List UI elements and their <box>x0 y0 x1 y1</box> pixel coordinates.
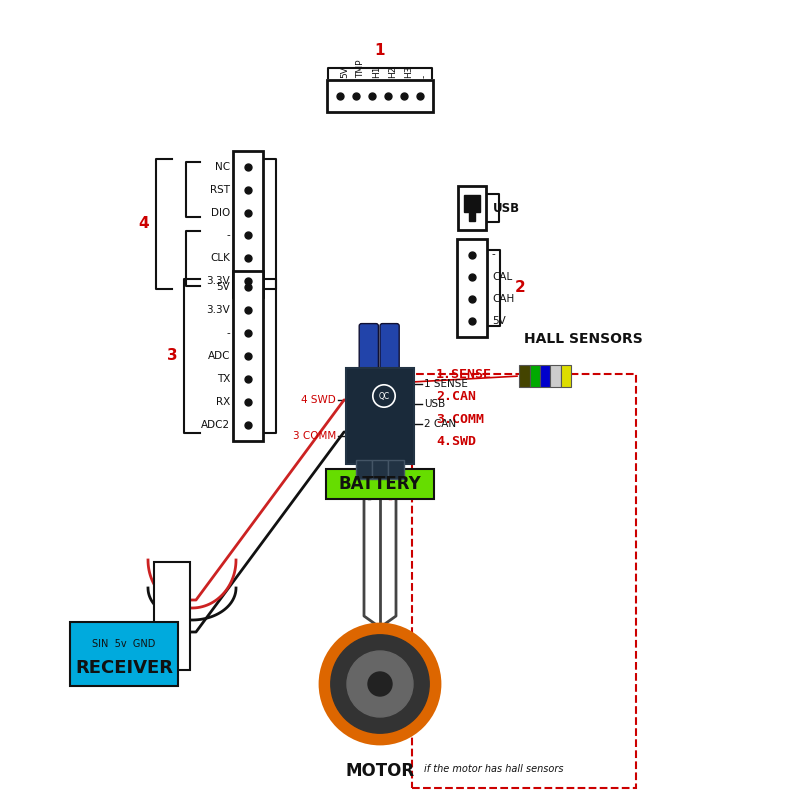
Text: 1: 1 <box>374 42 386 58</box>
FancyBboxPatch shape <box>326 469 434 499</box>
Text: HALL SENSORS: HALL SENSORS <box>524 331 642 346</box>
Circle shape <box>368 672 392 696</box>
Text: CLK: CLK <box>210 254 230 263</box>
FancyBboxPatch shape <box>380 324 399 377</box>
FancyBboxPatch shape <box>561 365 571 387</box>
Text: H3: H3 <box>404 66 413 78</box>
Text: 2 CAN: 2 CAN <box>424 419 456 430</box>
Text: RX: RX <box>216 397 230 407</box>
FancyBboxPatch shape <box>372 459 388 478</box>
Text: -: - <box>420 75 429 78</box>
FancyBboxPatch shape <box>359 324 378 377</box>
Text: QC: QC <box>378 391 390 401</box>
Text: TX: TX <box>217 374 230 384</box>
Text: CAH: CAH <box>492 294 514 304</box>
Text: 4.SWD: 4.SWD <box>436 435 476 448</box>
Text: H1: H1 <box>372 66 381 78</box>
Text: BATTERY: BATTERY <box>338 475 422 493</box>
Text: 3.3V: 3.3V <box>206 305 230 315</box>
Text: 4 SWD: 4 SWD <box>302 395 336 405</box>
Text: RECEIVER: RECEIVER <box>75 659 173 677</box>
FancyBboxPatch shape <box>234 151 262 297</box>
Text: 2: 2 <box>514 281 526 295</box>
Text: -: - <box>226 230 230 241</box>
Text: ADC2: ADC2 <box>202 420 230 430</box>
Text: H2: H2 <box>388 66 397 78</box>
FancyBboxPatch shape <box>346 368 414 464</box>
FancyBboxPatch shape <box>550 365 561 387</box>
Text: USB: USB <box>424 398 446 409</box>
Text: NC: NC <box>215 162 230 172</box>
FancyBboxPatch shape <box>458 186 486 230</box>
FancyBboxPatch shape <box>327 80 433 112</box>
Text: TMP: TMP <box>356 60 365 78</box>
Text: -: - <box>226 328 230 338</box>
Text: -: - <box>492 250 496 259</box>
Text: 5V: 5V <box>217 282 230 292</box>
FancyBboxPatch shape <box>154 562 190 670</box>
Polygon shape <box>464 195 480 221</box>
Text: 4: 4 <box>138 217 150 231</box>
Text: 3 COMM: 3 COMM <box>293 431 336 441</box>
Text: MOTOR: MOTOR <box>346 762 414 779</box>
Circle shape <box>331 635 430 733</box>
Text: 5V: 5V <box>340 66 349 78</box>
FancyBboxPatch shape <box>530 365 540 387</box>
Circle shape <box>320 624 440 744</box>
Text: 3.3V: 3.3V <box>206 276 230 286</box>
FancyBboxPatch shape <box>388 459 404 478</box>
FancyBboxPatch shape <box>70 622 178 686</box>
Text: ADC: ADC <box>208 351 230 361</box>
Text: 3.COMM: 3.COMM <box>436 413 484 426</box>
FancyBboxPatch shape <box>519 365 530 387</box>
Text: 1.SENSE: 1.SENSE <box>436 368 492 381</box>
Text: 3: 3 <box>166 349 178 363</box>
Text: RST: RST <box>210 185 230 194</box>
Text: 2.CAN: 2.CAN <box>436 390 476 403</box>
FancyBboxPatch shape <box>234 271 262 441</box>
Circle shape <box>347 651 413 717</box>
Text: USB: USB <box>493 202 520 214</box>
FancyBboxPatch shape <box>540 365 550 387</box>
Text: 5V: 5V <box>492 317 506 326</box>
Text: DIO: DIO <box>211 207 230 218</box>
Text: if the motor has hall sensors: if the motor has hall sensors <box>424 765 563 774</box>
Text: SIN  5v  GND: SIN 5v GND <box>92 639 156 649</box>
Text: 1 SENSE: 1 SENSE <box>424 379 468 390</box>
FancyBboxPatch shape <box>458 239 486 337</box>
Text: CAL: CAL <box>492 272 512 282</box>
FancyBboxPatch shape <box>356 459 372 478</box>
